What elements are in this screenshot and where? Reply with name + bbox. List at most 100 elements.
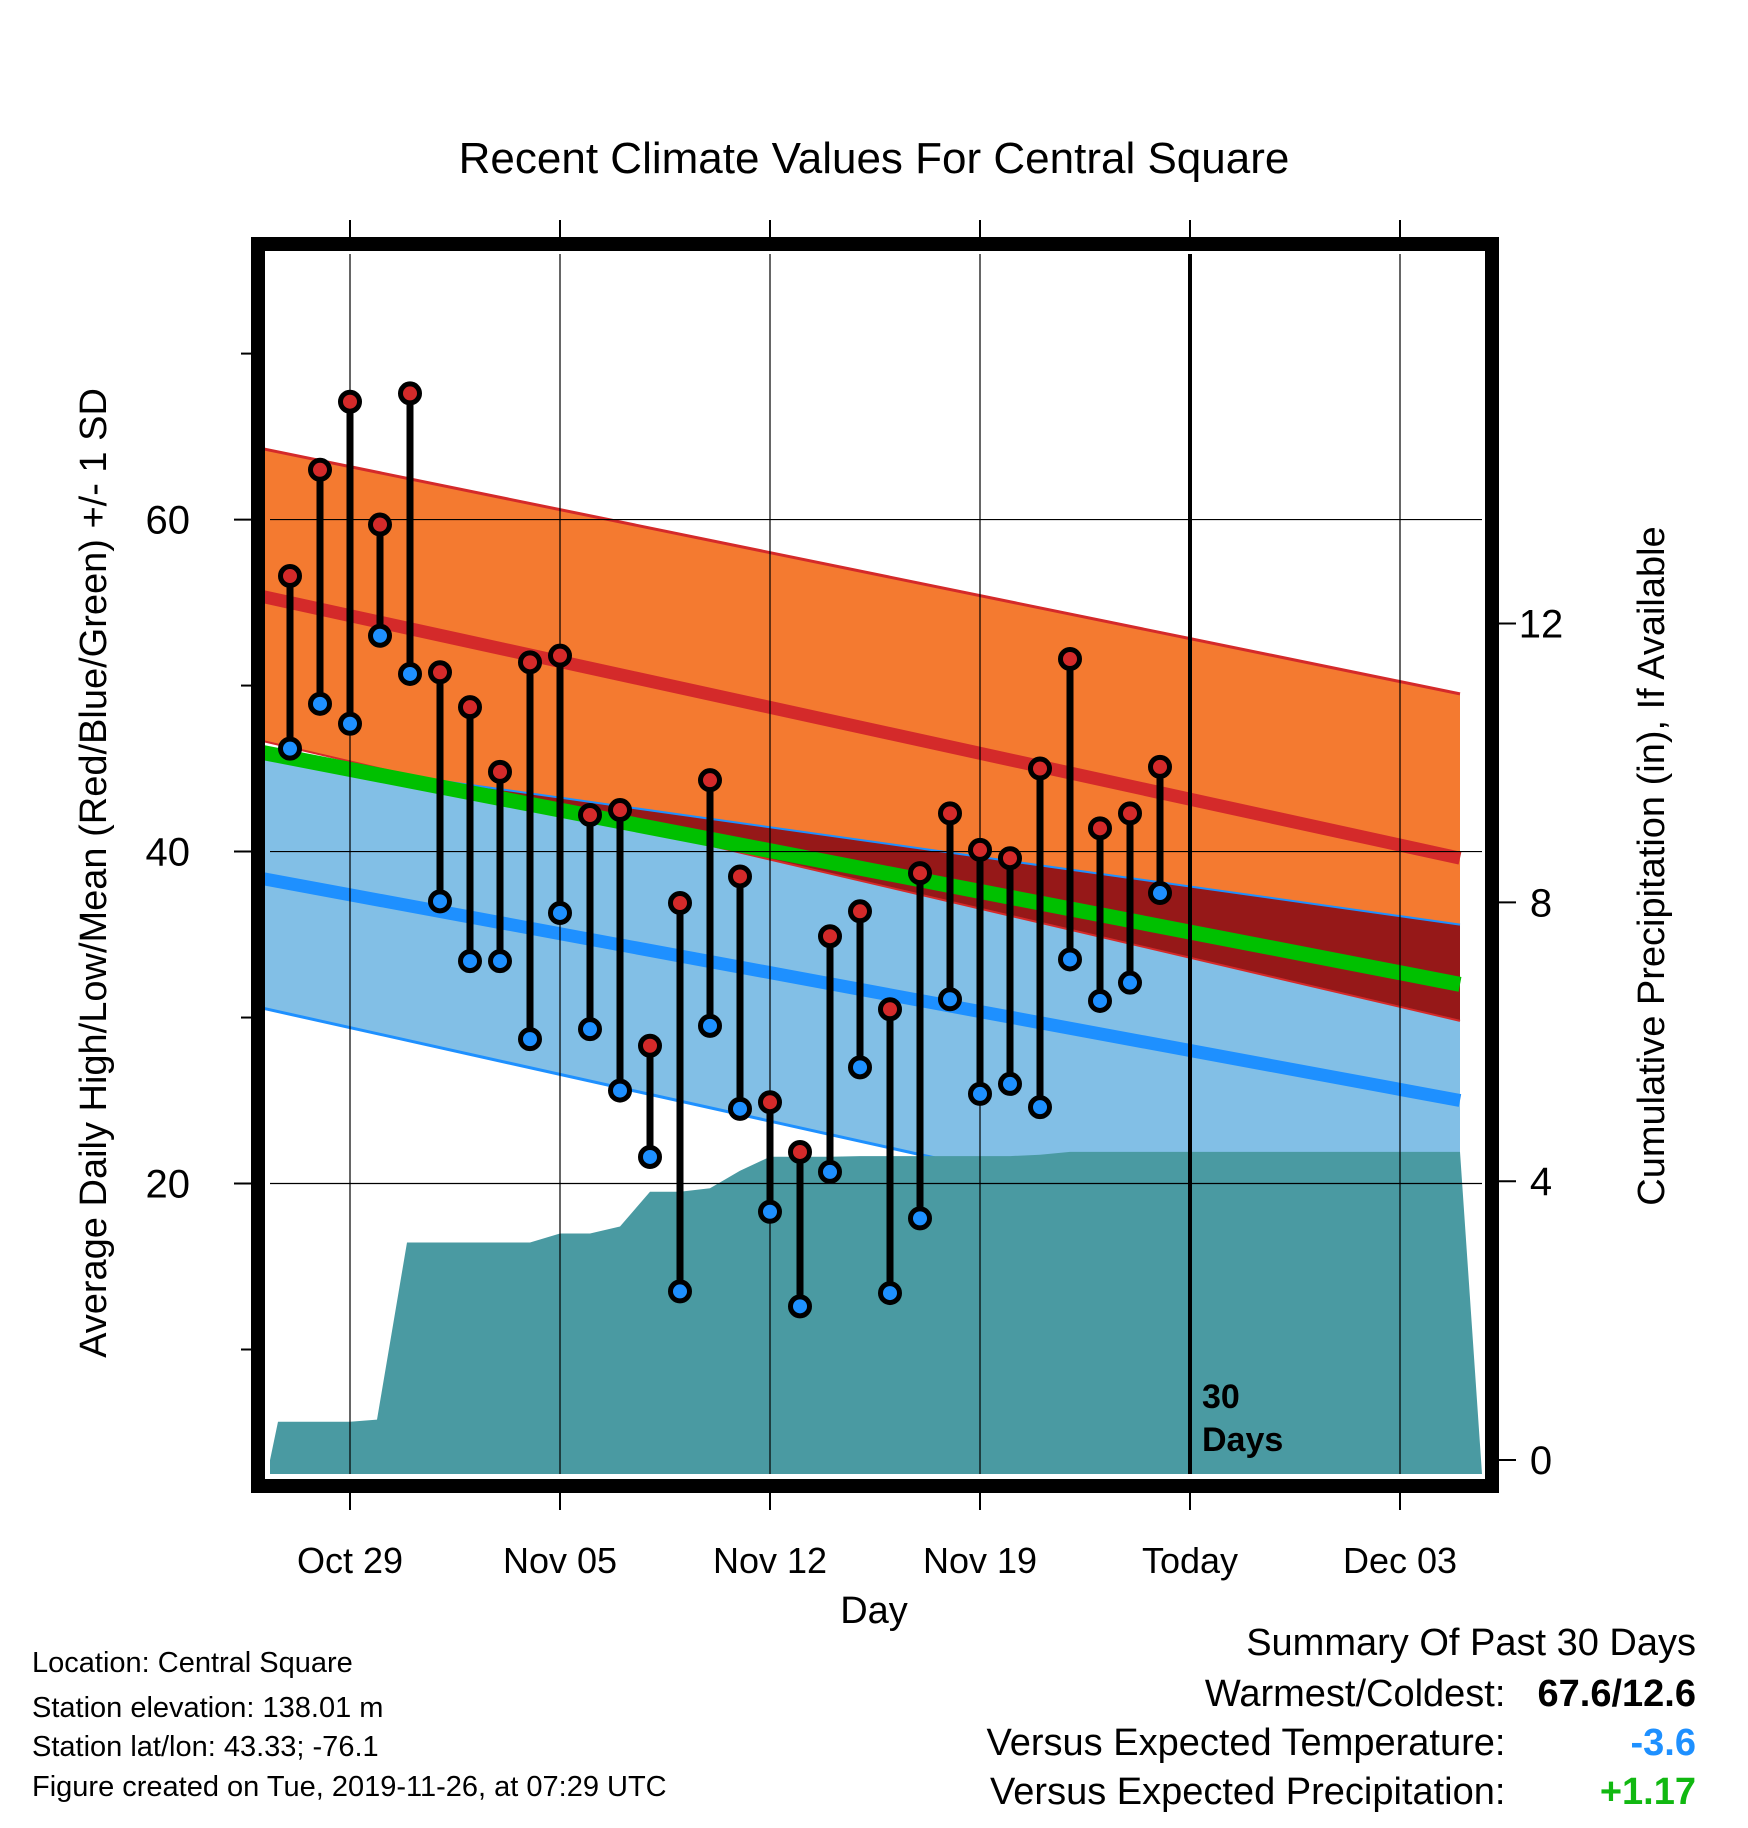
summary-temperature: Versus Expected Temperature: -3.6: [987, 1722, 1696, 1765]
created-text: Figure created on Tue, 2019-11-26, at 07…: [32, 1771, 667, 1803]
y2-tick-label: 12: [1519, 602, 1564, 646]
low-point: [608, 1078, 632, 1103]
precipitation-area: [270, 1151, 1482, 1474]
daily-points: [278, 381, 1172, 1319]
y-axis-label: Average Daily High/Low/Mean (Red/Blue/Gr…: [73, 388, 115, 1358]
low-point: [698, 1013, 722, 1038]
low-point: [1028, 1095, 1052, 1120]
high-point: [488, 759, 512, 784]
low-point: [668, 1279, 692, 1304]
low-point: [878, 1281, 902, 1306]
high-point: [818, 924, 842, 949]
today-days-label: Days: [1202, 1421, 1283, 1459]
high-point: [548, 643, 572, 668]
low-point: [998, 1071, 1022, 1096]
chart-title: Recent Climate Values For Central Square: [459, 134, 1290, 183]
warmest-coldest-value: 67.6/12.6: [1537, 1673, 1696, 1715]
axes: Oct 29 Nov 05 Nov 12 Nov 19 Today Dec 0320406…: [146, 220, 1564, 1581]
low-point: [428, 889, 452, 914]
high-point: [428, 660, 452, 685]
high-point: [1028, 756, 1052, 781]
low-point: [848, 1055, 872, 1080]
low-point: [458, 949, 482, 974]
y2-tick-label: 4: [1530, 1160, 1552, 1204]
low-point: [368, 623, 392, 648]
low-point: [908, 1206, 932, 1231]
low-point: [638, 1144, 662, 1169]
frame-border: [251, 237, 1499, 1493]
high-point: [698, 768, 722, 793]
daily-range-stems: [286, 393, 1164, 1307]
high-point: [398, 381, 422, 406]
high-point: [758, 1090, 782, 1115]
low-point: [398, 661, 422, 686]
low-point: [968, 1081, 992, 1106]
low-point: [548, 900, 572, 925]
precipitation-fill: [270, 1151, 1482, 1474]
x-tick-label: Nov 12: [713, 1540, 827, 1581]
summary-heading: Summary Of Past 30 Days: [1246, 1622, 1696, 1664]
high-point: [338, 389, 362, 414]
x-tick-label: Dec 03: [1343, 1540, 1457, 1581]
high-point: [608, 798, 632, 823]
warmest-coldest-label: Warmest/Coldest:: [1204, 1673, 1506, 1715]
today-marker: 30 Days: [1188, 254, 1283, 1474]
temperature-value: -3.6: [1630, 1722, 1696, 1764]
high-sd-top-line: [259, 446, 1461, 696]
y2-tick-label: 0: [1530, 1439, 1552, 1483]
low-point: [488, 949, 512, 974]
x-tick-label: Nov 19: [923, 1540, 1037, 1581]
location-text: Location: Central Square: [32, 1647, 353, 1679]
x-tick-label: Nov 05: [503, 1540, 617, 1581]
high-point: [1088, 816, 1112, 841]
elevation-text: Station elevation: 138.01 m: [32, 1692, 384, 1724]
summary-warmest-coldest: Warmest/Coldest: 67.6/12.6: [1205, 1673, 1696, 1716]
y2-axis-label: Cumulative Precipitation (in), If Availa…: [1631, 526, 1673, 1205]
high-point: [728, 864, 752, 889]
y-tick-label: 60: [146, 499, 191, 543]
high-point: [938, 801, 962, 826]
x-tick-label: Oct 29: [297, 1540, 403, 1581]
plot-frame: [251, 237, 1499, 1493]
high-point: [848, 899, 872, 924]
high-point: [968, 837, 992, 862]
low-point: [1118, 970, 1142, 995]
low-point: [938, 987, 962, 1012]
high-point: [638, 1033, 662, 1058]
low-point: [338, 711, 362, 736]
latlon-text: Station lat/lon: 43.33; -76.1: [32, 1731, 379, 1763]
low-point: [788, 1294, 812, 1319]
low-point: [1058, 947, 1082, 972]
high-point: [578, 803, 602, 828]
y-tick-label: 40: [146, 831, 191, 875]
high-point: [1118, 801, 1142, 826]
high-point: [458, 695, 482, 720]
high-point: [368, 512, 392, 537]
high-point: [308, 457, 332, 482]
low-point: [728, 1096, 752, 1121]
x-axis-label: Day: [840, 1590, 908, 1632]
high-point: [1058, 647, 1082, 672]
precipitation-label: Versus Expected Precipitation:: [990, 1771, 1506, 1813]
low-point: [578, 1017, 602, 1042]
low-point: [818, 1159, 842, 1184]
high-point: [1148, 754, 1172, 779]
temperature-label: Versus Expected Temperature:: [986, 1722, 1506, 1764]
y2-tick-label: 8: [1530, 881, 1552, 925]
low-point: [758, 1199, 782, 1224]
normal-mean-line: [258, 744, 1462, 992]
low-point: [278, 736, 302, 761]
normal-high-mean-line: [258, 589, 1462, 865]
high-point: [878, 997, 902, 1022]
high-point: [278, 564, 302, 589]
high-point: [668, 891, 692, 916]
low-point: [518, 1027, 542, 1052]
low-point: [1088, 988, 1112, 1013]
high-point: [998, 846, 1022, 871]
high-point: [908, 861, 932, 886]
precipitation-value: +1.17: [1599, 1771, 1696, 1813]
low-point: [308, 691, 332, 716]
low-point: [1148, 881, 1172, 906]
summary-precipitation: Versus Expected Precipitation: +1.17: [990, 1771, 1696, 1814]
